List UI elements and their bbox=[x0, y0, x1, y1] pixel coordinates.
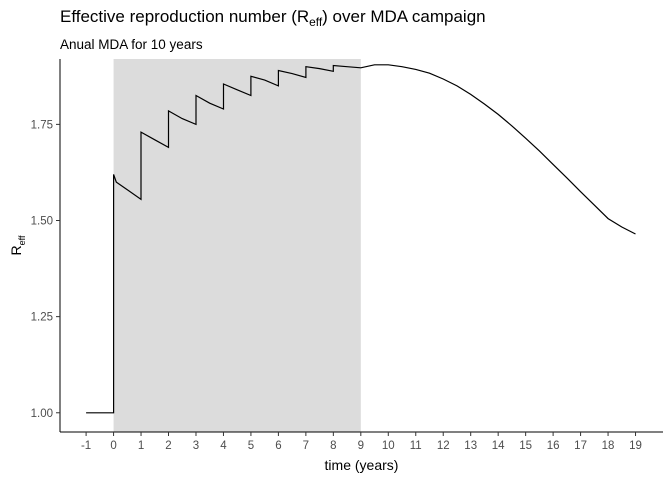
y-ticks: 1.00 1.25 1.50 1.75 bbox=[31, 119, 60, 420]
shaded-mda-region bbox=[113, 59, 361, 432]
x-tick-label: 6 bbox=[275, 440, 281, 452]
x-tick-label: 13 bbox=[464, 440, 477, 452]
y-axis-title-main: R bbox=[8, 245, 24, 255]
x-tick-label: 8 bbox=[330, 440, 336, 452]
x-tick-label: 18 bbox=[602, 440, 615, 452]
x-tick-label: 9 bbox=[358, 440, 364, 452]
x-tick-label: 1 bbox=[138, 440, 144, 452]
x-tick-label: 4 bbox=[220, 440, 227, 452]
x-tick-label: 19 bbox=[629, 440, 642, 452]
x-tick-label: 16 bbox=[547, 440, 560, 452]
x-tick-label: 0 bbox=[110, 440, 116, 452]
x-axis-title: time (years) bbox=[325, 457, 399, 473]
x-tick-label: 11 bbox=[410, 440, 422, 452]
chart-title-prefix: Effective reproduction number (R bbox=[60, 7, 310, 26]
chart-title: Effective reproduction number (Reff) ove… bbox=[60, 7, 486, 29]
y-tick-label: 1.00 bbox=[31, 408, 53, 420]
x-tick-label: 12 bbox=[437, 440, 450, 452]
x-tick-label: 10 bbox=[382, 440, 395, 452]
y-tick-label: 1.50 bbox=[31, 216, 53, 228]
y-tick-label: 1.25 bbox=[31, 312, 53, 324]
x-ticks: -1 0 1 2 3 4 5 6 7 8 9 10 11 12 13 14 15 16 17 18 19 bbox=[81, 432, 642, 452]
chart-subtitle: Anual MDA for 10 years bbox=[60, 37, 203, 52]
chart-title-suffix: ) over MDA campaign bbox=[322, 7, 486, 26]
x-tick-label: -1 bbox=[81, 440, 91, 452]
y-axis-title-subscript: eff bbox=[17, 235, 27, 245]
x-tick-label: 17 bbox=[574, 440, 587, 452]
x-tick-label: 3 bbox=[193, 440, 199, 452]
chart-title-subscript: eff bbox=[309, 15, 323, 30]
x-tick-label: 5 bbox=[248, 440, 254, 452]
y-axis-title: Reff bbox=[8, 235, 27, 255]
y-tick-label: 1.75 bbox=[31, 119, 53, 131]
x-tick-label: 7 bbox=[303, 440, 309, 452]
x-tick-label: 14 bbox=[492, 440, 505, 452]
reff-series-line bbox=[86, 64, 636, 414]
x-tick-label: 2 bbox=[165, 440, 171, 452]
x-tick-label: 15 bbox=[519, 440, 532, 452]
